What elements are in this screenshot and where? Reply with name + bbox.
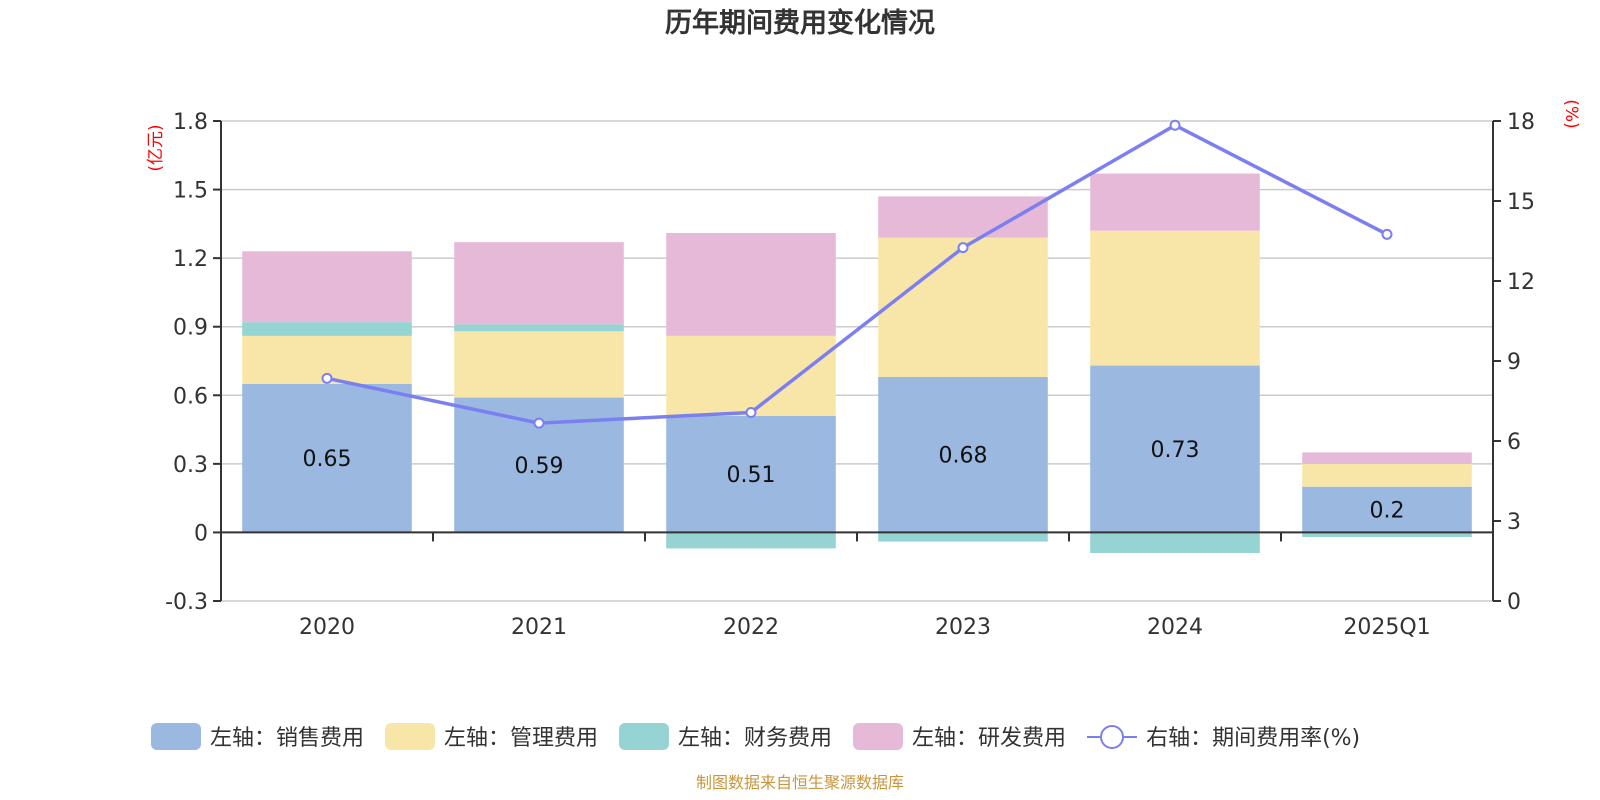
rate-point-2020 [321, 372, 333, 384]
right-axis-tick-label: 3 [1507, 510, 1521, 535]
right-axis-tick-label: 6 [1507, 430, 1521, 455]
left-axis-tick-label: -0.3 [165, 590, 208, 615]
legend-item-rate[interactable]: 右轴：期间费用率(%) [1087, 720, 1360, 752]
bar-finance-2020 [242, 322, 412, 336]
bar-sales-2023 [878, 377, 1048, 533]
legend-item-admin[interactable]: 左轴：管理费用 [385, 720, 598, 752]
legend-item-rnd[interactable]: 左轴：研发费用 [853, 720, 1066, 752]
left-axis-tick-label: 0.6 [173, 384, 208, 409]
right-axis-tick-label: 12 [1507, 270, 1535, 295]
bar-admin-2022 [666, 335, 836, 416]
left-axis-tick-label: 1.2 [173, 247, 208, 272]
legend-item-finance[interactable]: 左轴：财务费用 [619, 720, 832, 752]
bar-rnd-2025Q1 [1302, 452, 1472, 464]
bar-sales-2022 [666, 415, 836, 533]
bar-rnd-2024 [1090, 173, 1260, 231]
x-axis-label-2020: 2020 [299, 615, 355, 640]
legend: 左轴：销售费用 左轴：管理费用 左轴：财务费用 左轴：研发费用 右轴：期间费用率… [151, 720, 1381, 752]
bar-finance-2021 [454, 324, 624, 332]
left-axis-unit-label: (亿元) [146, 124, 166, 171]
bar-finance-2024 [1090, 532, 1260, 553]
bar-admin-2024 [1090, 230, 1260, 366]
bar-finance-2023 [878, 532, 1048, 542]
legend-label-rate: 右轴：期间费用率(%) [1146, 726, 1361, 751]
bar-finance-2025Q1 [1302, 532, 1472, 537]
right-axis-tick-label: 15 [1507, 190, 1535, 215]
bar-rnd-2022 [666, 233, 836, 336]
legend-label-sales: 左轴：销售费用 [210, 726, 365, 751]
x-axis-label-2022: 2022 [723, 615, 779, 640]
x-axis-label-2021: 2021 [511, 615, 567, 640]
bar-admin-2021 [454, 331, 624, 398]
rate-point-2024 [1169, 119, 1181, 131]
right-axis-tick-label: 0 [1507, 590, 1521, 615]
left-axis-tick-label: 0 [194, 521, 208, 546]
bar-sales-2024 [1090, 365, 1260, 533]
axes: -0.3 0 0.3 0.6 0.9 1.2 1.5 1.8 0 3 6 9 12 15 18 2020 202… [165, 110, 1535, 640]
bar-sales-2025Q1 [1302, 486, 1472, 533]
bar-admin-2023 [878, 237, 1048, 377]
legend-label-rnd: 左轴：研发费用 [912, 726, 1067, 751]
left-axis-tick-label: 0.9 [173, 316, 208, 341]
data-label-sales-2024: 0.73 [1151, 438, 1200, 463]
data-label-sales-2021: 0.59 [515, 454, 564, 479]
x-axis-label-2024: 2024 [1147, 615, 1203, 640]
grid-lines [221, 120, 1493, 602]
bar-rnd-2021 [454, 242, 624, 325]
data-label-sales-2022: 0.51 [727, 463, 776, 488]
left-axis-tick-label: 1.8 [173, 110, 208, 135]
x-axis-label-2025Q1: 2025Q1 [1343, 615, 1430, 640]
source-note: 制图数据来自恒生聚源数据库 [695, 773, 904, 792]
rate-line [326, 123, 1388, 425]
legend-label-admin: 左轴：管理费用 [444, 726, 599, 751]
left-axis-tick-label: 1.5 [173, 179, 208, 204]
line-circle-icon [1087, 723, 1138, 750]
chart-title: 历年期间费用变化情况 [665, 8, 935, 39]
rate-point-2022 [745, 406, 757, 418]
right-axis-tick-label: 9 [1507, 350, 1521, 375]
rate-point-2021 [533, 417, 545, 429]
data-labels: 0.65 0.59 0.51 0.68 0.73 0.2 [303, 438, 1405, 524]
rate-point-2023 [957, 242, 969, 254]
bar-admin-2025Q1 [1302, 463, 1472, 487]
legend-swatch-rnd [853, 722, 904, 750]
right-axis-unit-label: (%) [1561, 99, 1581, 128]
legend-swatch-finance [619, 722, 670, 750]
legend-swatch-admin [385, 722, 436, 750]
bar-rnd-2023 [878, 196, 1048, 238]
rate-line-layer [321, 119, 1393, 429]
legend-swatch-sales [151, 722, 201, 750]
bar-sales-2020 [242, 383, 412, 533]
data-label-sales-2020: 0.65 [303, 447, 352, 472]
legend-label-finance: 左轴：财务费用 [678, 726, 833, 751]
rate-point-2025Q1 [1381, 228, 1393, 240]
right-axis-tick-label: 18 [1507, 110, 1535, 135]
bar-finance-2022 [666, 532, 836, 549]
x-axis-label-2023: 2023 [935, 615, 991, 640]
left-axis-tick-label: 0.3 [173, 453, 208, 478]
bar-layer [242, 173, 1472, 553]
data-label-sales-2025Q1: 0.2 [1370, 499, 1405, 524]
bar-rnd-2020 [242, 251, 412, 323]
data-label-sales-2023: 0.68 [939, 444, 988, 469]
legend-item-sales[interactable]: 左轴：销售费用 [151, 720, 364, 752]
